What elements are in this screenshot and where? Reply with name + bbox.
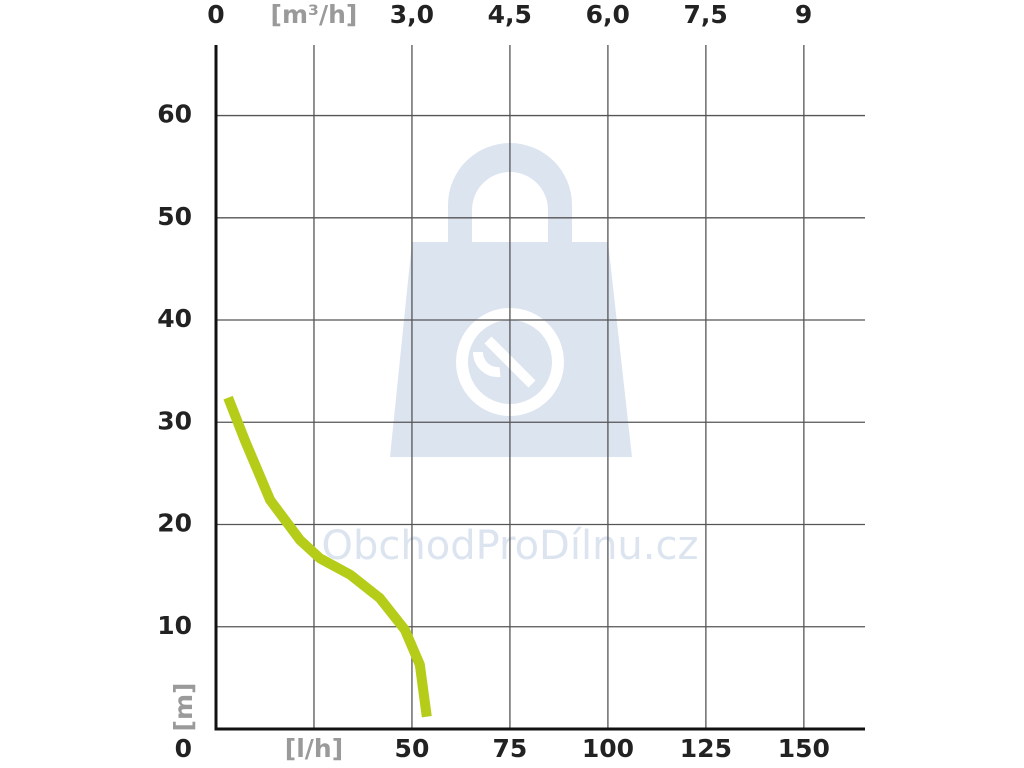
x2-tick-label: 4,5 — [488, 0, 532, 29]
x-tick-label: 100 — [582, 734, 634, 763]
x2-tick-label: 6,0 — [586, 0, 630, 29]
x2-tick-label: 9 — [795, 0, 812, 29]
x-tick-label: [l/h] — [285, 734, 343, 763]
y-tick-label: 30 — [157, 406, 192, 435]
x2-tick-label: 3,0 — [390, 0, 434, 29]
x-tick-label: 150 — [778, 734, 830, 763]
y-tick-label: 40 — [157, 304, 192, 333]
pump-curve — [223, 395, 432, 718]
x-tick-label: 75 — [493, 734, 528, 763]
watermark-bag — [390, 143, 632, 457]
y-tick-label: 50 — [157, 202, 192, 231]
x-tick-label: 125 — [680, 734, 732, 763]
x2-tick-label: 0 — [207, 0, 224, 29]
y-tick-label: 20 — [157, 509, 192, 538]
y-tick-label: 10 — [157, 611, 192, 640]
y-tick-label: 0 — [175, 734, 192, 763]
x2-tick-label: [m³/h] — [271, 0, 358, 29]
x2-tick-label: 7,5 — [684, 0, 728, 29]
x-tick-label: 50 — [395, 734, 430, 763]
y-tick-label: 60 — [157, 100, 192, 129]
y-axis-label: [m] — [169, 683, 198, 732]
